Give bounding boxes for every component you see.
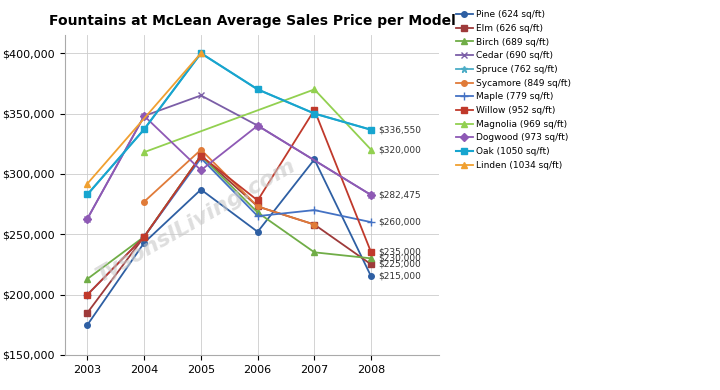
Text: $260,000: $260,000 — [378, 218, 420, 227]
Elm (626 sq/ft) — [366, 262, 375, 267]
Dogwood (973 sq/ft) — [366, 193, 375, 197]
Elm (626 sq/ft) — [140, 234, 148, 239]
Line: Sycamore (849 sq/ft): Sycamore (849 sq/ft) — [141, 147, 318, 227]
Line: Linden (1034 sq/ft): Linden (1034 sq/ft) — [84, 50, 204, 187]
Spruce (762 sq/ft) — [253, 87, 262, 92]
Maple (779 sq/ft) — [310, 208, 319, 213]
Sycamore (849 sq/ft) — [253, 204, 262, 209]
Line: Spruce (762 sq/ft): Spruce (762 sq/ft) — [84, 50, 374, 198]
Line: Cedar (690 sq/ft): Cedar (690 sq/ft) — [84, 92, 374, 222]
Dogwood (973 sq/ft) — [140, 113, 148, 118]
Text: $282,475: $282,475 — [378, 191, 420, 200]
Pine (624 sq/ft) — [197, 187, 205, 192]
Linden (1034 sq/ft) — [197, 51, 205, 55]
Line: Birch (689 sq/ft): Birch (689 sq/ft) — [85, 153, 374, 282]
Birch (689 sq/ft) — [366, 256, 375, 261]
Line: Pine (624 sq/ft): Pine (624 sq/ft) — [85, 157, 374, 328]
Maple (779 sq/ft) — [366, 220, 375, 225]
Cedar (690 sq/ft) — [366, 193, 375, 197]
Elm (626 sq/ft) — [84, 310, 92, 315]
Magnolia (969 sq/ft) — [310, 87, 319, 92]
Text: $235,000: $235,000 — [378, 248, 420, 257]
Spruce (762 sq/ft) — [366, 128, 375, 132]
Birch (689 sq/ft) — [253, 210, 262, 215]
Willow (952 sq/ft) — [140, 234, 148, 239]
Pine (624 sq/ft) — [366, 274, 375, 279]
Oak (1050 sq/ft) — [366, 128, 375, 132]
Birch (689 sq/ft) — [310, 250, 319, 255]
Cedar (690 sq/ft) — [197, 93, 205, 98]
Line: Dogwood (973 sq/ft): Dogwood (973 sq/ft) — [85, 113, 374, 221]
Sycamore (849 sq/ft) — [310, 222, 319, 227]
Linden (1034 sq/ft) — [84, 181, 92, 186]
Cedar (690 sq/ft) — [140, 113, 148, 118]
Willow (952 sq/ft) — [253, 198, 262, 203]
Elm (626 sq/ft) — [310, 222, 319, 227]
Sycamore (849 sq/ft) — [197, 147, 205, 152]
Oak (1050 sq/ft) — [84, 192, 92, 197]
Maple (779 sq/ft) — [84, 292, 92, 297]
Dogwood (973 sq/ft) — [253, 123, 262, 128]
Text: $320,000: $320,000 — [378, 145, 420, 154]
Maple (779 sq/ft) — [197, 156, 205, 161]
Elm (626 sq/ft) — [253, 204, 262, 209]
Oak (1050 sq/ft) — [310, 111, 319, 116]
Willow (952 sq/ft) — [366, 250, 375, 255]
Birch (689 sq/ft) — [140, 234, 148, 239]
Line: Elm (626 sq/ft): Elm (626 sq/ft) — [85, 153, 374, 316]
Birch (689 sq/ft) — [197, 153, 205, 158]
Willow (952 sq/ft) — [84, 292, 92, 297]
Text: TysonslLiving.com: TysonslLiving.com — [93, 155, 299, 286]
Pine (624 sq/ft) — [253, 229, 262, 234]
Elm (626 sq/ft) — [197, 153, 205, 158]
Spruce (762 sq/ft) — [197, 51, 205, 55]
Willow (952 sq/ft) — [310, 108, 319, 112]
Maple (779 sq/ft) — [140, 234, 148, 239]
Oak (1050 sq/ft) — [197, 51, 205, 55]
Spruce (762 sq/ft) — [140, 127, 148, 131]
Cedar (690 sq/ft) — [253, 123, 262, 128]
Pine (624 sq/ft) — [310, 157, 319, 162]
Oak (1050 sq/ft) — [253, 87, 262, 92]
Text: $225,000: $225,000 — [378, 260, 420, 269]
Text: $336,550: $336,550 — [378, 125, 421, 134]
Spruce (762 sq/ft) — [310, 111, 319, 116]
Birch (689 sq/ft) — [84, 277, 92, 281]
Dogwood (973 sq/ft) — [197, 168, 205, 173]
Oak (1050 sq/ft) — [140, 127, 148, 131]
Text: $215,000: $215,000 — [378, 272, 420, 281]
Maple (779 sq/ft) — [253, 214, 262, 218]
Line: Magnolia (969 sq/ft): Magnolia (969 sq/ft) — [141, 87, 374, 155]
Cedar (690 sq/ft) — [84, 216, 92, 221]
Text: $230,000: $230,000 — [378, 254, 420, 263]
Magnolia (969 sq/ft) — [366, 147, 375, 152]
Pine (624 sq/ft) — [84, 323, 92, 327]
Line: Maple (779 sq/ft): Maple (779 sq/ft) — [84, 154, 375, 299]
Spruce (762 sq/ft) — [84, 192, 92, 197]
Willow (952 sq/ft) — [197, 153, 205, 158]
Legend: Pine (624 sq/ft), Elm (626 sq/ft), Birch (689 sq/ft), Cedar (690 sq/ft), Spruce : Pine (624 sq/ft), Elm (626 sq/ft), Birch… — [454, 9, 573, 172]
Line: Oak (1050 sq/ft): Oak (1050 sq/ft) — [84, 50, 374, 198]
Sycamore (849 sq/ft) — [140, 199, 148, 204]
Dogwood (973 sq/ft) — [84, 216, 92, 221]
Magnolia (969 sq/ft) — [140, 150, 148, 154]
Line: Willow (952 sq/ft): Willow (952 sq/ft) — [85, 107, 374, 297]
Pine (624 sq/ft) — [140, 240, 148, 245]
Title: Fountains at McLean Average Sales Price per Model: Fountains at McLean Average Sales Price … — [49, 14, 455, 28]
